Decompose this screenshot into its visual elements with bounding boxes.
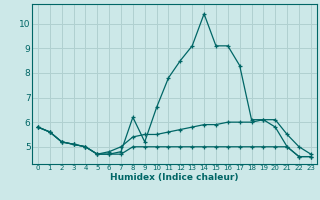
X-axis label: Humidex (Indice chaleur): Humidex (Indice chaleur) xyxy=(110,173,239,182)
